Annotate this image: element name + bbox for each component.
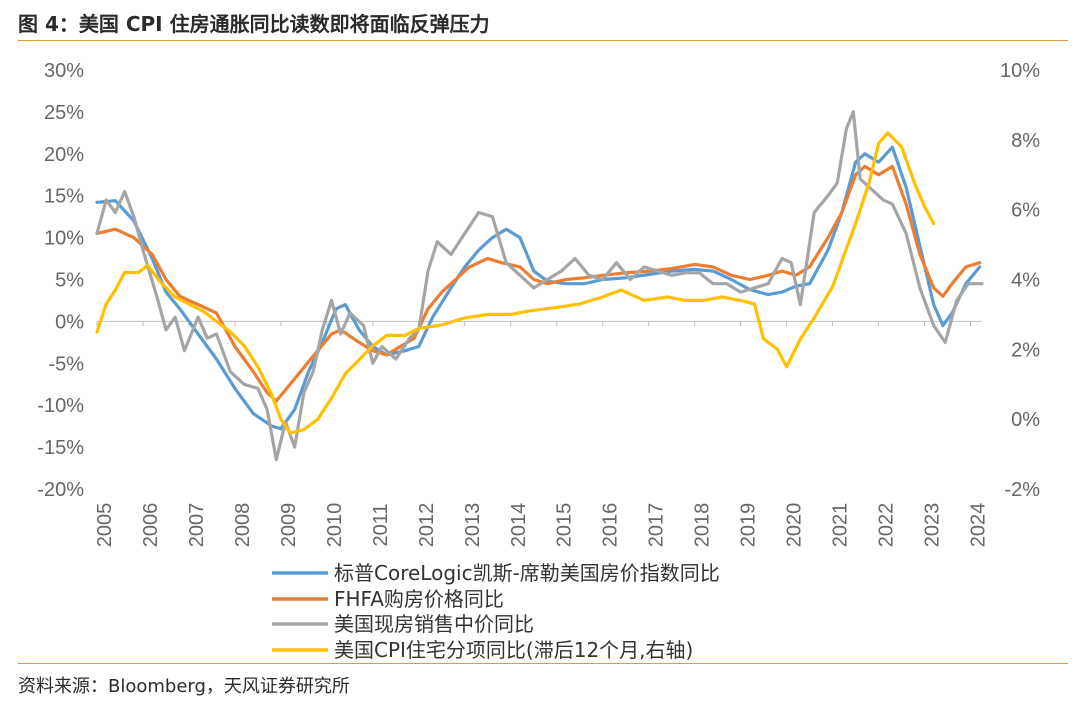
series-line: [95, 131, 936, 435]
x-tick-label: 2019: [738, 503, 760, 548]
x-tick-label: 2012: [416, 503, 438, 548]
legend-label: 美国CPI住宅分项同比(滞后12个月,右轴): [334, 638, 693, 662]
title-divider: [18, 40, 1068, 41]
x-tick-label: 2013: [462, 503, 484, 547]
series-line: [95, 145, 982, 431]
x-tick-label: 2024: [968, 503, 990, 548]
series-lines: [95, 110, 984, 462]
y-right-tick-label: 8%: [1011, 130, 1040, 152]
y-left-tick-label: 20%: [44, 144, 84, 166]
legend-label: FHFA购房价格同比: [334, 587, 504, 611]
x-tick-label: 2021: [830, 503, 852, 548]
y-right-tick-label: 10%: [1000, 60, 1040, 82]
figure-title: 图 4：美国 CPI 住房通胀同比读数即将面临反弹压力: [18, 12, 490, 36]
y-left-tick-label: -5%: [48, 353, 84, 375]
legend-label: 美国现房销售中价同比: [334, 612, 534, 636]
x-tick-label: 2010: [324, 503, 346, 548]
legend: 标普CoreLogic凯斯-席勒美国房价指数同比FHFA购房价格同比美国现房销售…: [272, 561, 720, 662]
y-right-tick-label: 2%: [1011, 339, 1040, 361]
x-tick-label: 2023: [922, 503, 944, 548]
y-left-tick-label: 30%: [44, 60, 84, 82]
x-tick-label: 2016: [600, 503, 622, 548]
series-line: [95, 110, 984, 462]
y-left-tick-label: -10%: [37, 395, 84, 417]
y-left-tick-label: -15%: [37, 437, 84, 459]
axes: -20% -15% -10% -5% 0% 5% 10% 15% 20% 25% 30% -2% 0% 2…: [37, 60, 1040, 547]
x-tick-label: 2020: [784, 503, 806, 548]
x-tick-label: 2018: [692, 503, 714, 548]
source-divider: [18, 663, 1068, 664]
y-left-tick-label: -20%: [37, 479, 84, 501]
y-left-tick-label: 15%: [44, 186, 84, 208]
x-tick-label: 2015: [554, 503, 576, 548]
y-right-tick-label: 4%: [1011, 270, 1040, 292]
x-tick-label: 2008: [232, 503, 254, 548]
x-tick-label: 2005: [94, 503, 116, 548]
y-right-tick-label: 0%: [1011, 409, 1040, 431]
y-left-tick-label: 0%: [55, 311, 84, 333]
x-tick-label: 2022: [876, 503, 898, 548]
y-left-tick-label: 10%: [44, 228, 84, 250]
x-tick-label: 2014: [508, 503, 530, 548]
y-left-tick-label: 25%: [44, 102, 84, 124]
x-tick-label: 2011: [370, 503, 392, 546]
x-tick-label: 2007: [186, 503, 208, 548]
source-note: 资料来源：Bloomberg，天风证券研究所: [18, 676, 350, 697]
y-right-tick-label: -2%: [1004, 479, 1040, 501]
x-tick-label: 2017: [646, 503, 668, 548]
legend-label: 标普CoreLogic凯斯-席勒美国房价指数同比: [334, 561, 720, 585]
x-tick-label: 2009: [278, 503, 300, 548]
x-tick-label: 2006: [140, 503, 162, 548]
y-left-tick-label: 5%: [55, 270, 84, 292]
y-right-tick-label: 6%: [1011, 200, 1040, 222]
